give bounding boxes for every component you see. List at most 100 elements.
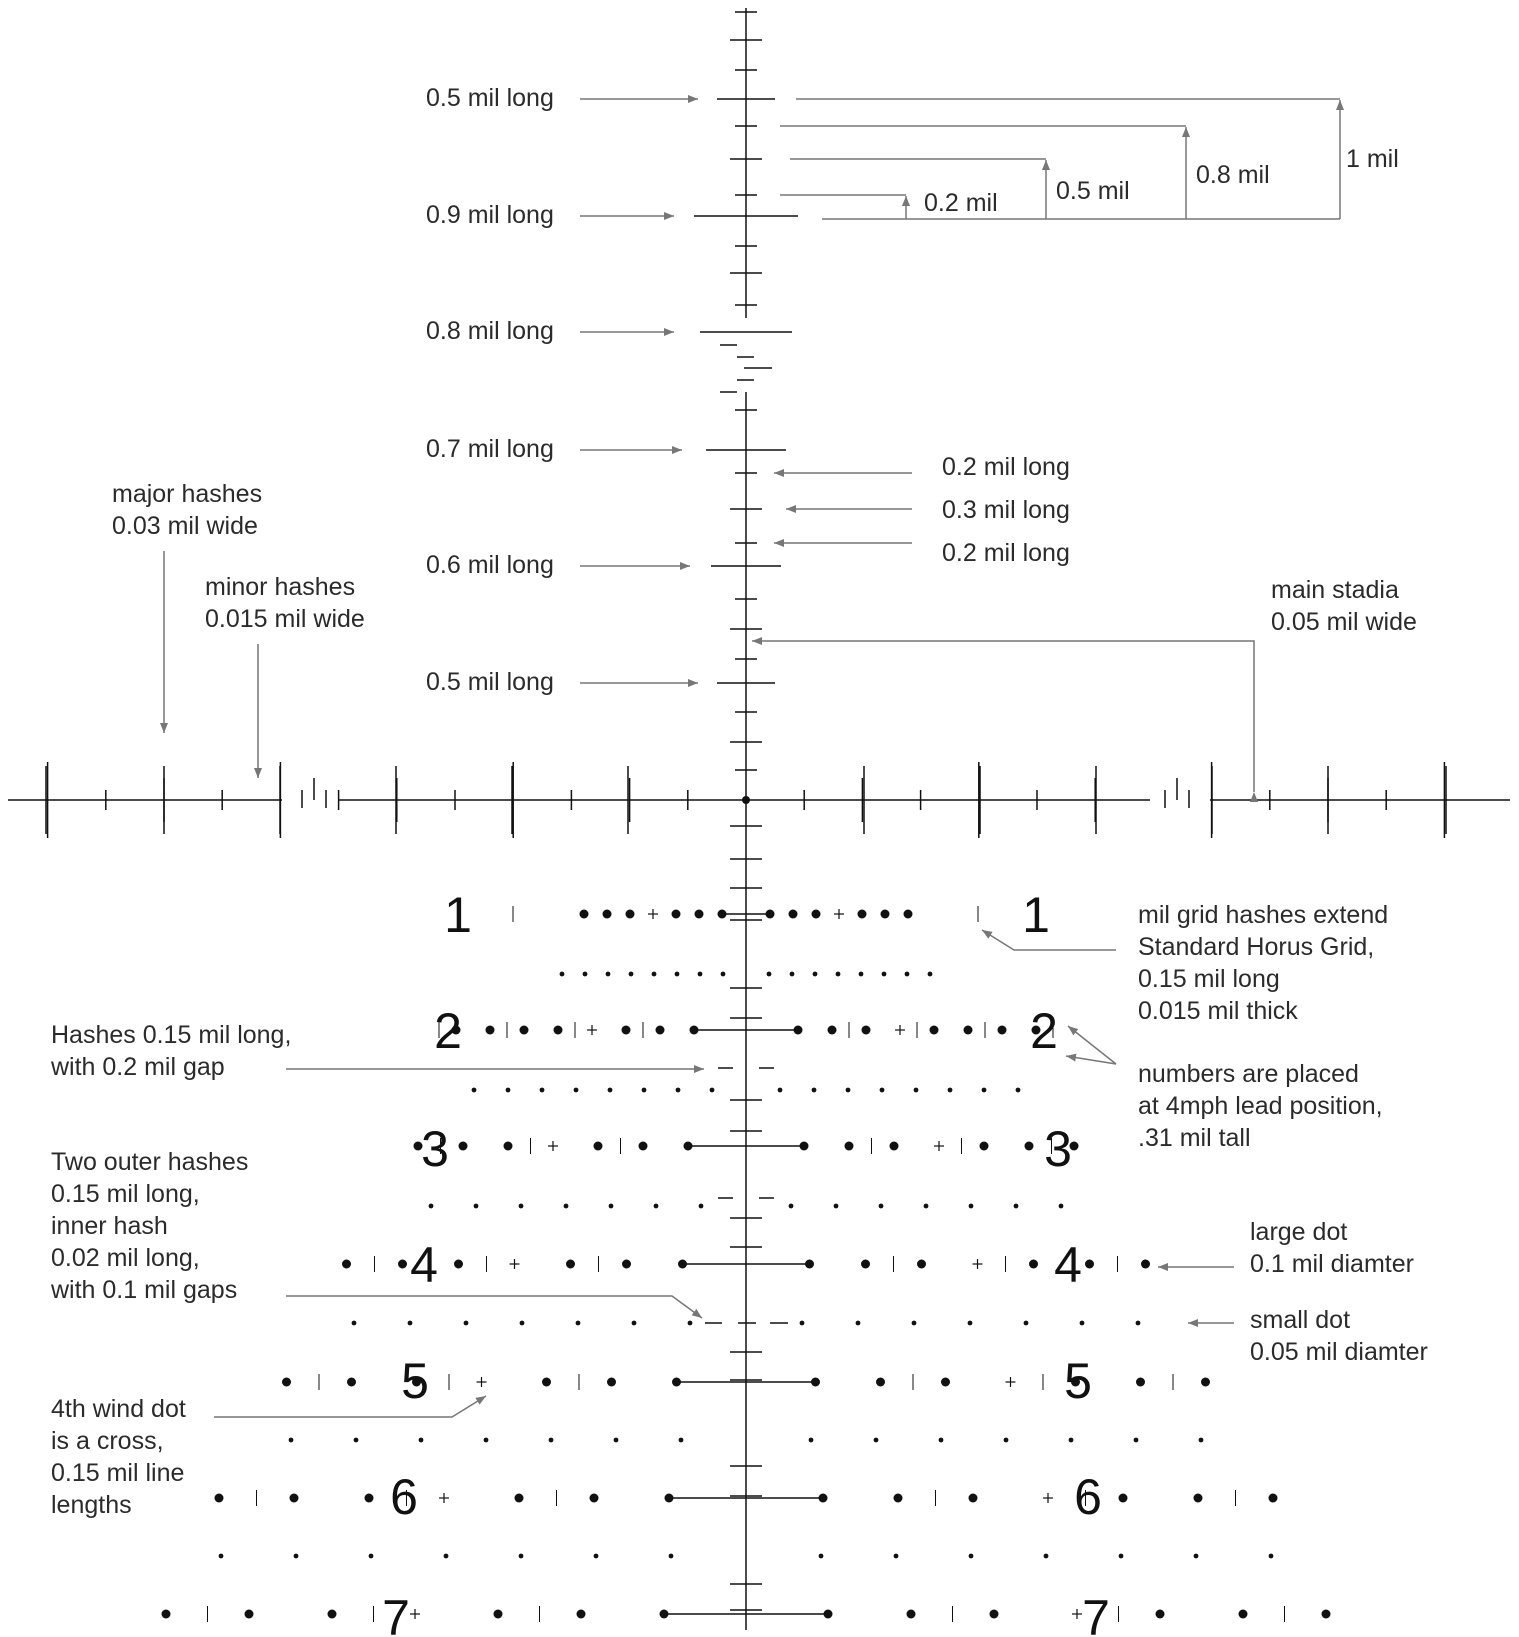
- large-dot: [893, 1493, 903, 1503]
- small-dot: [835, 971, 841, 977]
- holdover-number: 1: [1022, 887, 1050, 943]
- large-dot: [917, 1259, 926, 1269]
- small-dot: [911, 1320, 917, 1326]
- label-main-stadia: main stadia 0.05 mil wide: [1271, 576, 1417, 636]
- small-dot: [607, 1087, 613, 1093]
- holdover-number: 6: [390, 1469, 418, 1525]
- large-dot: [244, 1609, 254, 1619]
- label-half-mil-top: 0.5 mil long: [426, 84, 554, 112]
- large-dot: [458, 1141, 468, 1151]
- label-minor-length: 0.2 mil long: [942, 539, 1070, 567]
- small-dot: [687, 1320, 693, 1326]
- holdover-number: 4: [410, 1237, 438, 1293]
- large-dot: [1024, 1141, 1034, 1151]
- large-dot: [857, 909, 867, 919]
- large-dot: [1071, 1377, 1080, 1387]
- large-dot: [861, 1025, 871, 1035]
- large-dot: [963, 1025, 973, 1035]
- small-dot: [904, 971, 910, 977]
- label-minor-hashes: minor hashes 0.015 mil wide: [205, 573, 365, 633]
- small-dot: [873, 1437, 879, 1443]
- small-dot: [1003, 1437, 1009, 1443]
- small-dot: [808, 1437, 814, 1443]
- large-dot: [1238, 1609, 1248, 1619]
- small-dot: [855, 1320, 861, 1326]
- large-dot: [413, 1141, 423, 1151]
- large-dot: [793, 1025, 803, 1035]
- label-large-dot: large dot 0.1 mil diamter: [1250, 1218, 1414, 1278]
- holdover-number: 2: [434, 1003, 462, 1059]
- large-dot: [672, 1377, 681, 1387]
- label-minor-length: 0.2 mil long: [942, 453, 1070, 481]
- large-dot: [576, 1609, 586, 1619]
- small-dot: [1043, 1553, 1049, 1559]
- large-dot: [805, 1259, 814, 1269]
- large-dot: [903, 909, 913, 919]
- small-dot: [1058, 1203, 1064, 1209]
- reticle-marks: [45, 11, 1447, 1622]
- small-dot: [923, 1203, 929, 1209]
- holdover-number: 6: [1074, 1469, 1102, 1525]
- large-dot: [659, 1609, 669, 1619]
- small-dot: [368, 1553, 374, 1559]
- small-dot: [833, 1203, 839, 1209]
- small-dot: [777, 1087, 783, 1093]
- small-dot: [668, 1553, 674, 1559]
- large-dot: [717, 909, 727, 919]
- large-dot: [861, 1259, 870, 1269]
- large-dot: [664, 1493, 674, 1503]
- small-dot: [518, 1203, 524, 1209]
- small-dot: [288, 1437, 294, 1443]
- large-dot: [607, 1377, 616, 1387]
- label-subtension-1: 1 mil: [1346, 145, 1399, 173]
- large-dot: [671, 909, 681, 919]
- small-dot: [1068, 1437, 1074, 1443]
- label-subtension-0-8: 0.8 mil: [1196, 161, 1270, 189]
- large-dot: [906, 1609, 916, 1619]
- small-dot: [407, 1320, 413, 1326]
- large-dot: [566, 1259, 575, 1269]
- large-dot: [689, 1025, 699, 1035]
- small-dot: [981, 1087, 987, 1093]
- small-dot: [812, 971, 818, 977]
- small-dot: [418, 1437, 424, 1443]
- small-dot: [1013, 1203, 1019, 1209]
- label-small-dot: small dot 0.05 mil diamter: [1250, 1306, 1428, 1366]
- small-dot: [1135, 1320, 1141, 1326]
- small-dot: [563, 1203, 569, 1209]
- small-dot: [1118, 1553, 1124, 1559]
- label-gap-hashes: Hashes 0.15 mil long, with 0.2 mil gap: [50, 1021, 298, 1081]
- large-dot: [1069, 1141, 1079, 1151]
- center-dot: [742, 796, 750, 804]
- small-dot: [471, 1087, 477, 1093]
- large-dot: [889, 1141, 899, 1151]
- label-eight-tenths: 0.8 mil long: [426, 317, 554, 345]
- small-dot: [539, 1087, 545, 1093]
- large-dot: [593, 1141, 603, 1151]
- small-dot: [811, 1087, 817, 1093]
- small-dot: [947, 1087, 953, 1093]
- label-seven-tenths: 0.7 mil long: [426, 435, 554, 463]
- small-dot: [613, 1437, 619, 1443]
- small-dot: [519, 1320, 525, 1326]
- large-dot: [799, 1141, 809, 1151]
- small-dot: [720, 971, 726, 977]
- small-dot: [878, 1203, 884, 1209]
- small-dot: [1198, 1437, 1204, 1443]
- large-dot: [625, 909, 635, 919]
- small-dot: [858, 971, 864, 977]
- large-dot: [1029, 1259, 1038, 1269]
- arrow: [1065, 1053, 1117, 1065]
- small-dot: [582, 971, 588, 977]
- small-dot: [473, 1203, 479, 1209]
- small-dot: [293, 1553, 299, 1559]
- small-dot: [218, 1553, 224, 1559]
- small-dot: [631, 1320, 637, 1326]
- label-subtension-0-2: 0.2 mil: [924, 189, 998, 217]
- holdover-number: 5: [401, 1353, 429, 1409]
- annotation-arrows: [160, 95, 1344, 1418]
- large-dot: [412, 1377, 421, 1387]
- small-dot: [675, 1087, 681, 1093]
- small-dot: [548, 1437, 554, 1443]
